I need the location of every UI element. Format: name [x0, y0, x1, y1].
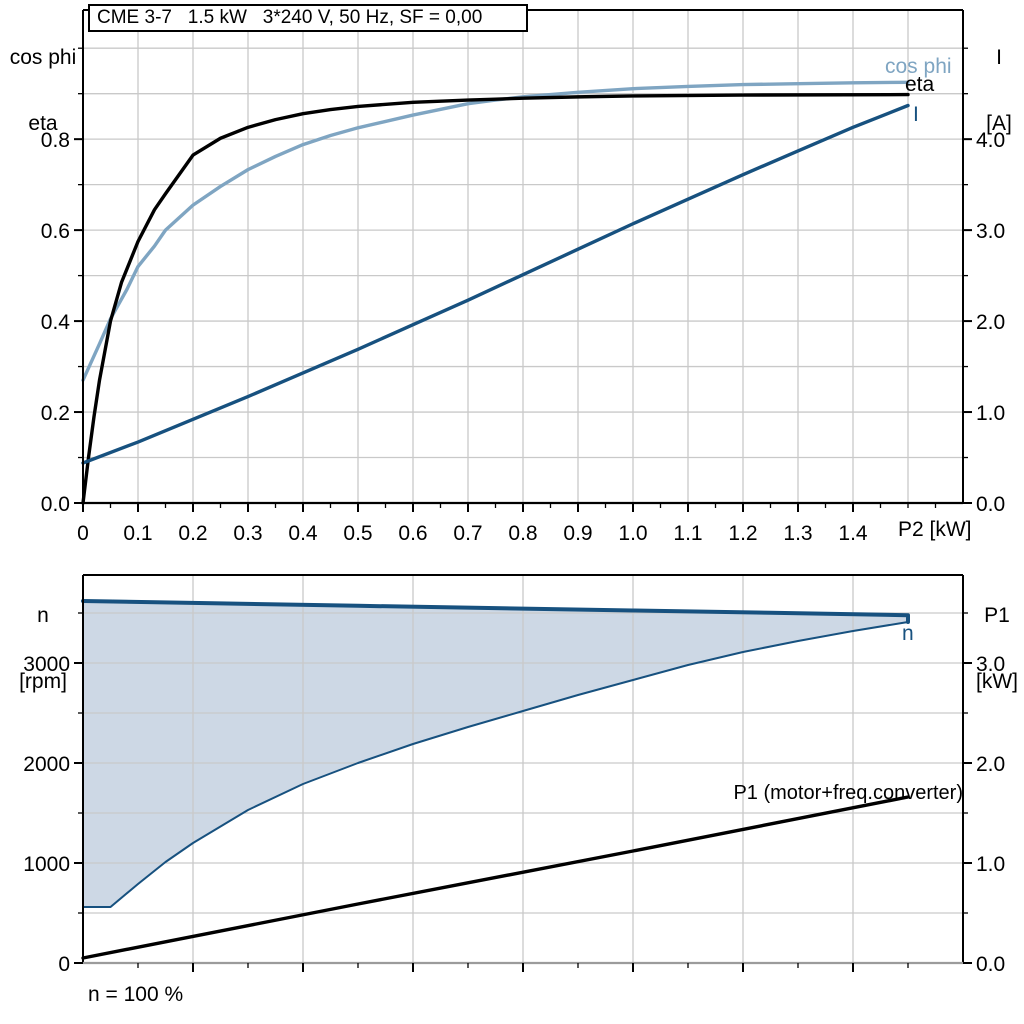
- footnote-speed-percent: n = 100 %: [88, 983, 184, 1006]
- top-left-axis-title: cos phi eta: [2, 3, 84, 157]
- x-tick-label: 0.7: [453, 522, 482, 545]
- speed-band-upper-line: [81, 599, 910, 624]
- curve-label-speed: n: [902, 622, 914, 645]
- y-right-tick-label: 3.0: [976, 653, 1005, 676]
- x-tick-label: 0.1: [123, 522, 152, 545]
- top-right-axis-title: I [A]: [976, 3, 1022, 157]
- curve-label-cos-phi: cos phi: [885, 55, 952, 78]
- x-tick-label: 0.8: [508, 522, 537, 545]
- y-left-tick-label: 0: [58, 953, 70, 976]
- y-left-tick-label: 1000: [23, 853, 70, 876]
- series-i: [81, 103, 910, 465]
- y-left-tick-label: 0.8: [41, 129, 70, 152]
- speed-band-fill: [83, 601, 908, 907]
- x-axis-title: P2 [kW]: [898, 518, 972, 541]
- y-left-tick-label: 3000: [23, 653, 70, 676]
- y-right-tick-label: 1.0: [976, 402, 1005, 425]
- x-tick-label: 0.9: [563, 522, 592, 545]
- axis-title-eta: eta: [28, 112, 58, 135]
- y-left-tick-label: 0.6: [41, 220, 70, 243]
- y-right-tick-label: 3.0: [976, 220, 1005, 243]
- x-tick-label: 0.5: [343, 522, 372, 545]
- curve-label-current: I: [913, 103, 919, 126]
- x-tick-label: 0.4: [288, 522, 318, 545]
- x-tick-label: 0.3: [233, 522, 262, 545]
- y-left-tick-label: 0.2: [41, 402, 70, 425]
- x-tick-label: 0.2: [178, 522, 207, 545]
- y-right-tick-label: 1.0: [976, 853, 1005, 876]
- x-tick-label: 0: [77, 522, 89, 545]
- axis-title-cos-phi: cos phi: [9, 46, 77, 69]
- curve-label-p1: P1 (motor+freq.converter): [733, 782, 963, 804]
- x-tick-label: 1.2: [728, 522, 757, 545]
- y-right-tick-label: 0.0: [976, 953, 1005, 976]
- axis-title-speed: n: [37, 604, 49, 627]
- series-p1-motor-freq-converter-: [81, 795, 910, 960]
- bottom-left-axis-title: n [rpm]: [4, 561, 82, 715]
- chart-title-box: CME 3-7 1.5 kW 3*240 V, 50 Hz, SF = 0,00: [88, 4, 528, 32]
- y-right-tick-label: 4.0: [976, 129, 1005, 152]
- bottom-right-axis-title: P1 [kW]: [970, 561, 1024, 715]
- x-tick-label: 1.3: [783, 522, 812, 545]
- y-left-tick-label: 0.4: [41, 311, 71, 334]
- axis-title-speed-unit: [rpm]: [19, 670, 67, 693]
- series-eta: [81, 92, 910, 505]
- x-tick-label: 1.4: [838, 522, 868, 545]
- series-cos-phi: [81, 80, 910, 382]
- chart-title: CME 3-7 1.5 kW 3*240 V, 50 Hz, SF = 0,00: [97, 7, 483, 28]
- speed-band-lower-line: [82, 621, 909, 908]
- y-right-tick-label: 2.0: [976, 753, 1005, 776]
- y-left-tick-label: 0.0: [41, 493, 70, 516]
- y-left-tick-label: 2000: [23, 753, 70, 776]
- axis-title-p1: P1: [984, 604, 1010, 627]
- x-tick-label: 0.6: [398, 522, 427, 545]
- axis-title-current-unit: [A]: [986, 112, 1012, 135]
- y-right-tick-label: 0.0: [976, 493, 1005, 516]
- axis-title-current: I: [996, 46, 1002, 69]
- axis-title-p1-unit: [kW]: [976, 670, 1018, 693]
- x-tick-label: 1.1: [673, 522, 702, 545]
- x-tick-label: 1.0: [618, 522, 647, 545]
- curve-label-eta: eta: [905, 73, 935, 96]
- y-right-tick-label: 2.0: [976, 311, 1005, 334]
